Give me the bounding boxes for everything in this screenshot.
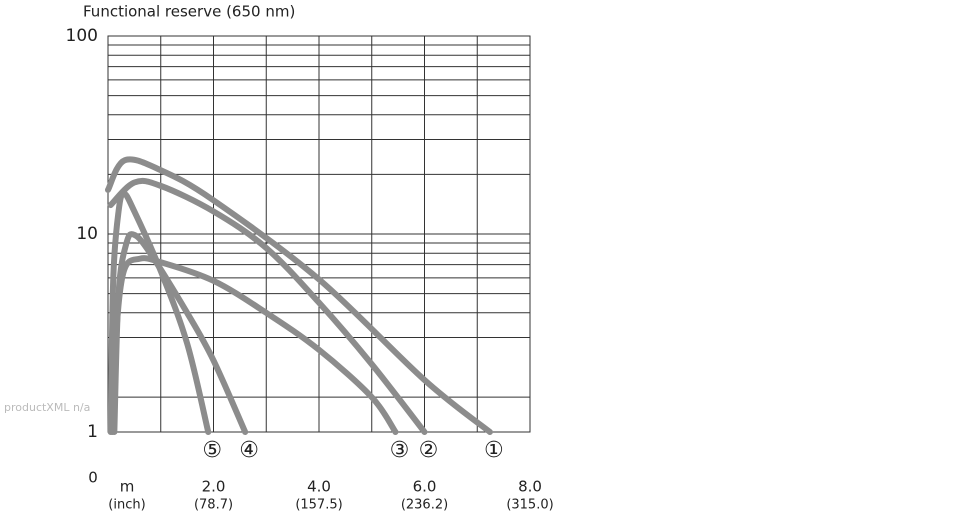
x-unit: m xyxy=(120,478,135,496)
y-tick-label: 100 xyxy=(66,26,98,46)
x-tick-label: 6.0 xyxy=(413,478,437,496)
x-tick-label: 4.0 xyxy=(307,478,331,496)
origin-label: 0 xyxy=(88,469,98,487)
x-tick-label-secondary: (157.5) xyxy=(295,498,342,513)
y-tick-label: 1 xyxy=(87,422,98,442)
watermark: productXML n/a xyxy=(4,401,90,414)
x-tick-label: 8.0 xyxy=(518,478,542,496)
curve-label: ④ xyxy=(239,438,259,463)
series-line xyxy=(107,190,212,435)
x-tick-label-secondary: (236.2) xyxy=(401,498,448,513)
series-line xyxy=(105,156,493,435)
x-tick-label: 2.0 xyxy=(202,478,226,496)
x-tick-label-secondary: (78.7) xyxy=(194,498,233,513)
chart-title: Functional reserve (650 nm) xyxy=(83,3,295,21)
x-unit-secondary: (inch) xyxy=(108,498,145,513)
curve-label: ⑤ xyxy=(202,438,222,463)
series-line xyxy=(111,231,249,435)
y-tick-label: 10 xyxy=(76,224,98,244)
series-line xyxy=(107,177,428,435)
x-tick-label-secondary: (315.0) xyxy=(506,498,553,513)
curve-label: ③ xyxy=(390,438,410,463)
curve-label: ② xyxy=(419,438,439,463)
curve-label: ① xyxy=(484,438,504,463)
